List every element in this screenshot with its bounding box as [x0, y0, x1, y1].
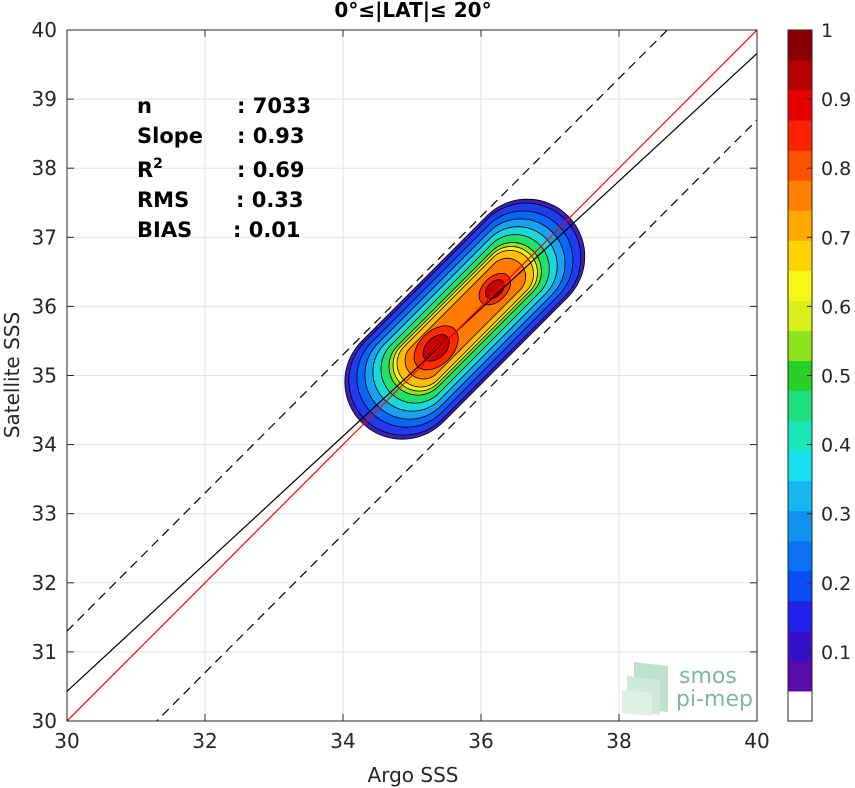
stat-value: : 7033 — [237, 94, 311, 118]
y-tick-label: 37 — [32, 225, 57, 249]
x-tick-label: 32 — [192, 729, 217, 753]
y-tick-label: 30 — [32, 709, 57, 733]
x-tick-label: 30 — [54, 729, 79, 753]
colorbar-segment — [788, 480, 812, 512]
y-tick-label: 38 — [32, 156, 57, 180]
colorbar-tick-label: 0.8 — [821, 158, 851, 180]
y-tick-label: 39 — [32, 87, 57, 111]
colorbar-segment — [788, 630, 812, 662]
density-peak-contour — [422, 334, 450, 362]
stat-label: Slope — [137, 124, 203, 148]
logo-emblem-icon — [622, 662, 668, 716]
colorbar-segment — [788, 60, 812, 91]
fit-line — [67, 53, 757, 692]
colorbar: 0.1 0.2 0.3 0.4 0.5 0.6 0.7 0.8 0.9 1 — [787, 20, 851, 722]
y-tick-label: 35 — [32, 364, 57, 388]
y-axis-label: Satellite SSS — [0, 312, 24, 438]
colorbar-segment — [788, 210, 812, 241]
x-tick-label: 36 — [468, 729, 493, 753]
colorbar-tick-label: 0.7 — [821, 227, 851, 249]
stat-value: : 0.01 — [233, 218, 301, 242]
y-tick-label: 36 — [32, 294, 57, 318]
colorbar-segment — [788, 30, 812, 61]
colorbar-segment — [788, 240, 812, 271]
colorbar-segment — [788, 540, 812, 572]
density-peak-contour — [484, 279, 505, 299]
colorbar-segment — [788, 120, 812, 151]
x-tick-label: 40 — [744, 729, 769, 753]
upper-bound-line — [67, 30, 669, 632]
colorbar-tick-label: 0.4 — [821, 435, 851, 457]
stat-label: BIAS — [137, 218, 192, 242]
colorbar-tick-label: 0.9 — [821, 89, 851, 111]
y-tick-label: 32 — [32, 571, 57, 595]
colorbar-tick-label: 0.3 — [821, 504, 851, 526]
colorbar-segment — [788, 600, 812, 632]
colorbar-tick-label: 0.6 — [821, 296, 851, 318]
x-tick-label: 38 — [606, 729, 631, 753]
colorbar-segment — [788, 450, 812, 482]
y-tick-label: 31 — [32, 640, 57, 664]
stat-label: RMS — [137, 188, 189, 212]
stat-label: R2 — [137, 156, 163, 182]
colorbar-segment — [788, 660, 812, 692]
stat-value: : 0.33 — [236, 188, 304, 212]
y-tick-label: 34 — [32, 433, 57, 457]
colorbar-segment — [788, 330, 812, 361]
axis-ticks: 30 32 34 36 38 40 30 31 32 33 34 35 36 37 38 39 40 — [32, 18, 770, 753]
stat-label: n — [137, 94, 152, 118]
lower-bound-line — [155, 119, 757, 721]
x-axis-label: Argo SSS — [368, 763, 459, 787]
colorbar-segment — [788, 510, 812, 542]
identity-line — [67, 30, 757, 721]
colorbar-tick-label: 0.5 — [821, 366, 851, 388]
colorbar-segment — [788, 420, 812, 452]
chart-title: 0°≤|LAT|≤ 20° — [334, 0, 491, 22]
colorbar-segment — [788, 390, 812, 422]
y-tick-label: 33 — [32, 502, 57, 526]
density-contours — [344, 198, 586, 440]
smos-pi-mep-logo: smos pi-mep — [622, 662, 753, 716]
logo-text-pi-mep: pi-mep — [676, 687, 753, 712]
colorbar-segment — [788, 570, 812, 602]
colorbar-segment — [788, 180, 812, 211]
colorbar-segment — [788, 690, 812, 722]
colorbar-segment — [788, 150, 812, 181]
y-tick-label: 40 — [32, 18, 57, 42]
statistics-box: n : 7033 Slope : 0.93 R2 : 0.69 RMS : 0.33 BIAS:… — [137, 94, 311, 242]
colorbar-segment — [788, 90, 812, 121]
colorbar-segment — [788, 300, 812, 331]
stat-value: : 0.93 — [237, 124, 305, 148]
colorbar-tick-label: 0.2 — [821, 573, 851, 595]
x-tick-label: 34 — [330, 729, 355, 753]
colorbar-segment — [788, 270, 812, 301]
logo-text-smos: smos — [679, 664, 737, 689]
stat-value: : 0.69 — [237, 158, 305, 182]
regression-lines — [67, 30, 757, 721]
colorbar-tick-label: 1 — [821, 20, 833, 42]
colorbar-tick-label: 0.1 — [821, 642, 851, 664]
